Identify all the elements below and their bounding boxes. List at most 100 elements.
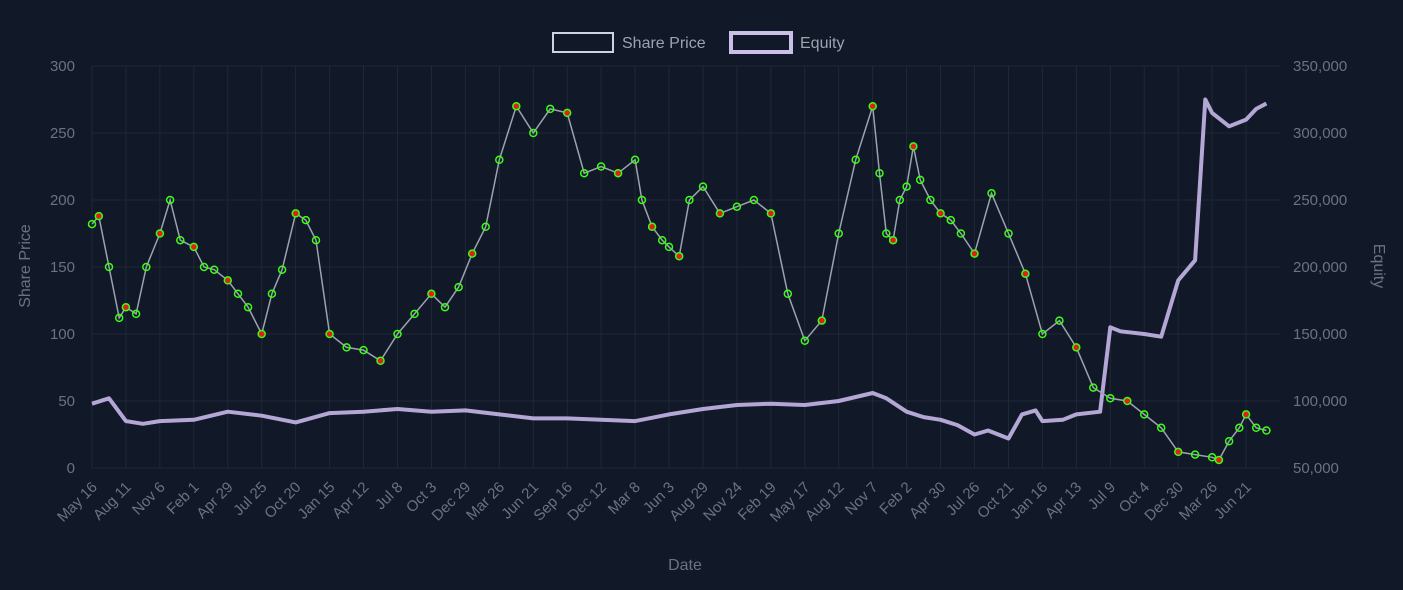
share-price-point [936, 209, 945, 218]
share-price-point [1235, 423, 1244, 433]
share-price-point [1173, 447, 1183, 457]
share-price-point [223, 276, 233, 285]
share-price-point [176, 235, 185, 245]
share-price-point [393, 329, 402, 339]
share-price-point [895, 195, 905, 205]
share-price-point [301, 215, 311, 225]
share-price-point [698, 182, 708, 191]
share-price-point [277, 265, 287, 274]
share-price-point [715, 209, 725, 218]
y-tick-left: 150 [50, 259, 75, 276]
x-tick: May 16 [54, 479, 101, 526]
share-price-point [1106, 394, 1115, 403]
series-share-price [87, 101, 1271, 465]
share-price-point [155, 229, 165, 238]
share-price-point [1190, 450, 1200, 459]
share-price-point [267, 289, 277, 299]
share-price-point [902, 182, 911, 191]
share-price-point [376, 356, 385, 366]
legend-swatch-equity[interactable] [729, 31, 793, 54]
share-price-point [613, 168, 623, 178]
share-price-point [647, 222, 657, 232]
share-price-point [630, 155, 640, 165]
share-price-point [579, 168, 589, 178]
equity-line [91, 97, 1268, 441]
x-tick: Dec 29 [429, 479, 475, 525]
y-tick-left: 50 [58, 393, 75, 410]
x-tick: Mar 8 [605, 479, 644, 518]
share-price-point [481, 222, 490, 232]
share-price-point [467, 249, 477, 258]
share-price-point [732, 202, 742, 211]
share-price-point [529, 128, 538, 138]
share-price-point [783, 289, 793, 299]
share-price-point [142, 262, 151, 272]
share-price-point [209, 265, 219, 274]
x-tick: Nov 7 [842, 479, 882, 519]
share-price-point [1224, 436, 1234, 446]
share-price-point [868, 101, 877, 111]
share-price-point [562, 108, 572, 118]
share-price-point [104, 262, 114, 272]
share-price-line [91, 104, 1267, 461]
x-tick: Dec 12 [564, 479, 610, 525]
share-price-point [199, 262, 209, 272]
share-price-point [131, 309, 141, 319]
share-price-point [817, 316, 827, 325]
share-price-point [749, 195, 759, 205]
right-y-axis: 50,000 100,000 150,000 200,000 250,000 300,00… [1293, 58, 1347, 477]
x-tick: Apr 13 [1042, 479, 1085, 522]
share-price-point [834, 229, 843, 238]
share-price-point [440, 302, 450, 312]
share-price-point [970, 249, 979, 258]
share-price-point [1251, 423, 1261, 433]
y-tick-left: 300 [50, 58, 75, 75]
x-tick: Apr 30 [906, 479, 949, 522]
legend-label-equity[interactable]: Equity [800, 35, 844, 52]
left-y-axis: 0 50 100 150 200 250 300 [50, 58, 75, 477]
share-price-point [946, 215, 956, 225]
share-price-point [882, 229, 891, 238]
share-price-point [1156, 423, 1166, 433]
share-price-point [926, 195, 935, 205]
share-price-point [545, 104, 555, 114]
y-tick-right: 200,000 [1293, 259, 1347, 276]
share-price-point [657, 235, 667, 245]
y-tick-right: 150,000 [1293, 326, 1347, 343]
y-tick-left: 200 [50, 192, 75, 209]
share-price-point [233, 289, 243, 299]
y-tick-right: 300,000 [1293, 125, 1347, 142]
x-tick: Jun 21 [1211, 479, 1255, 523]
x-tick: Aug 12 [802, 479, 848, 525]
share-price-point [189, 242, 199, 252]
share-price-point [1055, 316, 1064, 325]
x-tick: Mar 26 [463, 479, 508, 524]
share-price-point [987, 189, 996, 198]
share-price-point [1262, 426, 1271, 435]
share-price-point [87, 219, 97, 229]
share-price-point [1004, 229, 1013, 238]
y-tick-left: 0 [67, 460, 75, 477]
y-tick-right: 350,000 [1293, 58, 1347, 75]
share-price-point [909, 142, 918, 151]
legend-swatch-share-price[interactable] [552, 32, 614, 53]
share-price-point [674, 252, 684, 261]
y-axis-left-title: Share Price [17, 224, 34, 308]
share-price-point [257, 329, 266, 339]
share-price-point [1241, 410, 1251, 419]
legend: Share Price Equity [552, 31, 844, 54]
x-tick: Nov 6 [129, 479, 169, 519]
y-tick-right: 50,000 [1293, 460, 1339, 477]
share-price-point [875, 168, 884, 178]
share-price-point [165, 195, 175, 205]
legend-label-share-price[interactable]: Share Price [622, 35, 706, 52]
share-price-point [766, 209, 776, 218]
share-price-point [1072, 343, 1081, 352]
x-tick: Oct 20 [261, 479, 304, 522]
share-price-point [495, 155, 504, 165]
y-tick-right: 250,000 [1293, 192, 1347, 209]
x-tick: Aug 11 [90, 479, 135, 524]
